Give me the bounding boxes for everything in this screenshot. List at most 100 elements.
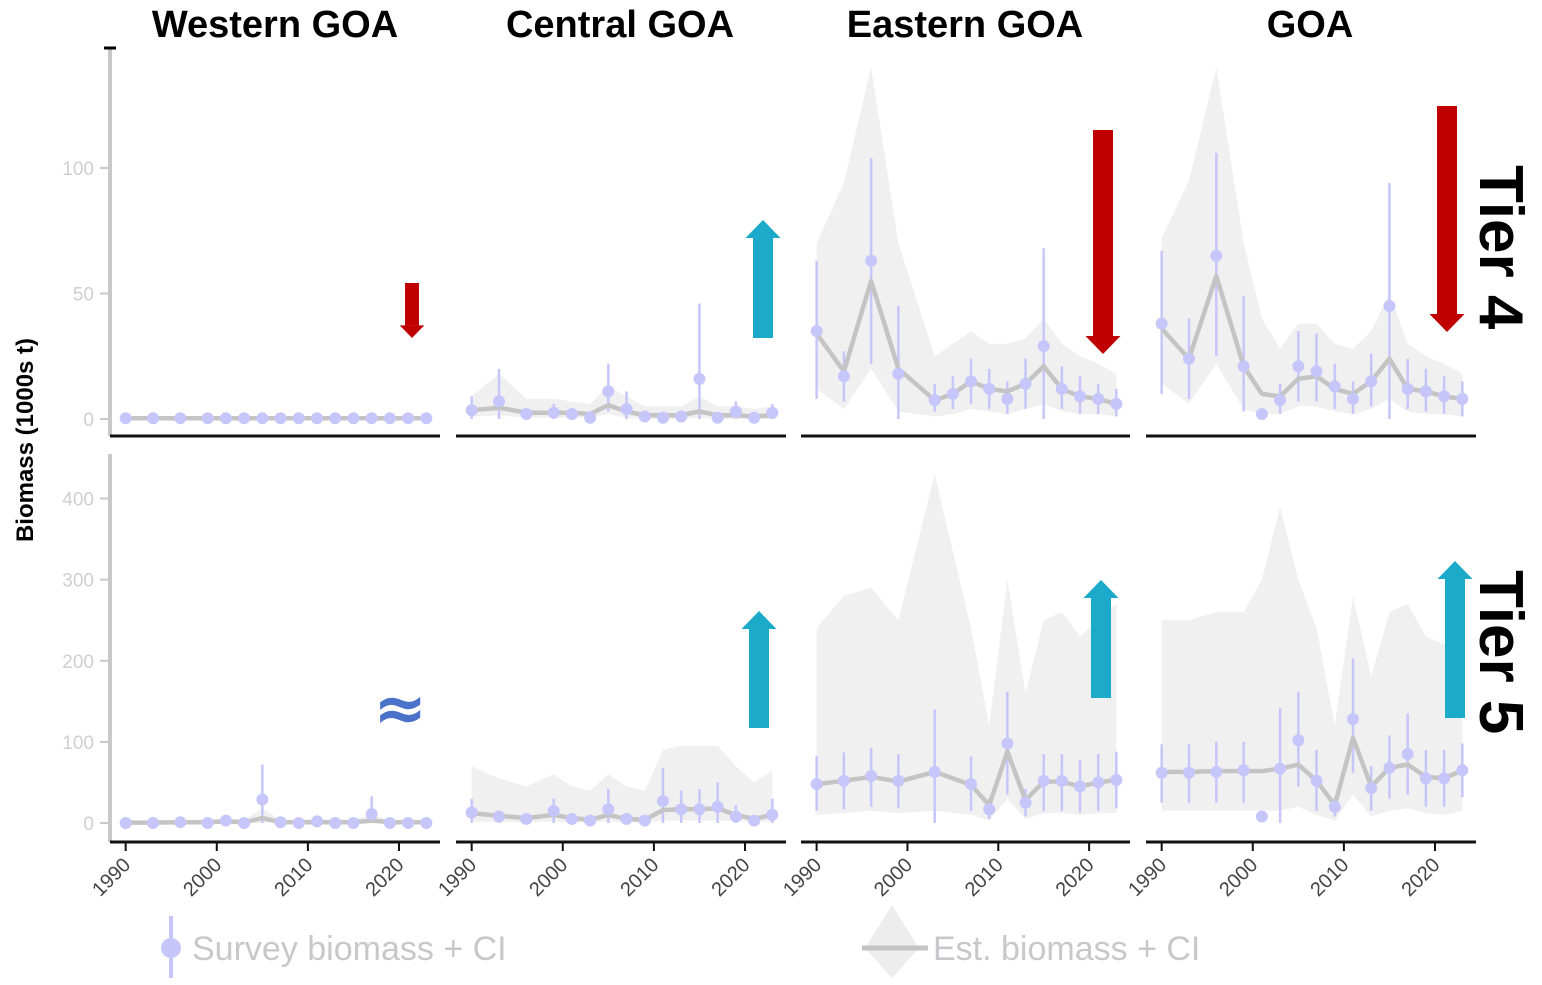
trend-arrow-up-tier5-central-goa-shaft — [749, 629, 769, 728]
x-tick-label-central-goa: 2020 — [708, 854, 755, 901]
survey-point-tier-4-eastern-goa — [810, 325, 823, 338]
survey-point-tier-5-eastern-goa — [965, 778, 978, 791]
survey-point-tier-4-eastern-goa — [1019, 377, 1032, 390]
survey-point-tier-4-eastern-goa — [1001, 392, 1014, 405]
survey-point-tier-5-central-goa — [748, 814, 761, 827]
survey-point-tier-5-goa — [1292, 734, 1305, 747]
survey-point-tier-4-western-goa — [365, 412, 378, 425]
trend-arrow-up-tier5-eastern-goa-shaft — [1091, 598, 1111, 698]
survey-point-tier-4-eastern-goa — [965, 375, 978, 388]
survey-point-tier-5-central-goa — [711, 800, 724, 813]
survey-point-tier-5-eastern-goa — [892, 774, 905, 787]
survey-point-tier-4-eastern-goa — [892, 367, 905, 380]
survey-point-tier-5-goa — [1401, 748, 1414, 761]
trend-arrow-up-tier4-central-goa-head — [745, 220, 781, 238]
survey-point-tier-4-western-goa — [402, 412, 415, 425]
survey-point-tier-5-central-goa — [729, 810, 742, 823]
est-line-tier-5-goa — [1161, 735, 1464, 808]
survey-point-tier-4-eastern-goa — [946, 387, 959, 400]
survey-point-tier-5-eastern-goa — [928, 765, 941, 778]
legend-survey-label: Survey biomass + CI — [192, 930, 507, 968]
survey-point-tier-5-western-goa — [274, 816, 287, 829]
column-title-western-goa: Western GOA — [151, 4, 399, 46]
legend-survey-point-key — [161, 938, 181, 958]
survey-point-tier-4-central-goa — [657, 411, 669, 424]
row-label-tier-4: Tier 4 — [1466, 165, 1535, 330]
survey-point-tier-4-eastern-goa — [1092, 392, 1105, 405]
survey-point-tier-4-goa — [1292, 360, 1305, 373]
survey-point-tier-5-western-goa — [365, 808, 378, 821]
survey-point-tier-4-western-goa — [147, 412, 159, 425]
survey-point-tier-5-goa — [1347, 713, 1359, 726]
survey-point-tier-5-central-goa — [547, 804, 560, 817]
survey-point-tier-5-eastern-goa — [1074, 780, 1087, 793]
survey-point-tier-4-goa — [1456, 392, 1469, 405]
survey-point-tier-4-western-goa — [420, 412, 433, 425]
survey-point-tier-5-western-goa — [420, 817, 433, 829]
survey-point-tier-5-central-goa — [638, 814, 651, 827]
survey-point-tier-4-western-goa — [256, 412, 269, 425]
survey-point-tier-4-goa — [1310, 365, 1323, 378]
survey-point-tier-4-eastern-goa — [837, 370, 850, 383]
survey-point-tier-4-goa — [1383, 300, 1396, 312]
survey-point-tier-4-goa — [1155, 317, 1168, 330]
survey-point-tier-5-western-goa — [201, 817, 214, 829]
survey-point-tier-5-central-goa — [465, 806, 478, 819]
survey-point-tier-4-eastern-goa — [1110, 397, 1123, 410]
survey-point-tier-5-goa — [1438, 772, 1451, 785]
survey-point-tier-5-goa — [1383, 761, 1396, 774]
survey-point-tier-4-western-goa — [383, 412, 396, 425]
survey-point-tier-5-western-goa — [147, 817, 159, 829]
survey-point-tier-5-eastern-goa — [983, 803, 996, 816]
x-tick-label-eastern-goa: 2010 — [961, 854, 1008, 901]
x-tick-label-goa: 2000 — [1215, 854, 1262, 901]
survey-point-tier-4-goa — [1274, 394, 1287, 407]
survey-point-tier-5-goa — [1328, 800, 1341, 813]
survey-point-tier-5-eastern-goa — [1037, 774, 1050, 787]
survey-point-tier-4-central-goa — [547, 406, 560, 419]
survey-point-tier-4-central-goa — [602, 385, 615, 398]
survey-point-tier-5-western-goa — [219, 814, 232, 827]
survey-point-tier-5-western-goa — [402, 817, 415, 829]
survey-point-tier-4-goa — [1438, 390, 1451, 403]
survey-point-tier-5-central-goa — [584, 814, 597, 827]
survey-point-tier-4-central-goa — [620, 402, 633, 415]
y-tick-label-tier-4: 0 — [83, 410, 94, 431]
x-tick-label-goa: 2020 — [1398, 854, 1445, 901]
survey-point-tier-5-western-goa — [311, 815, 323, 828]
survey-point-tier-4-central-goa — [493, 395, 505, 408]
survey-point-tier-5-eastern-goa — [1110, 774, 1123, 787]
y-tick-label-tier-5: 200 — [62, 652, 94, 673]
survey-point-tier-5-eastern-goa — [865, 769, 878, 782]
survey-point-tier-5-goa — [1456, 764, 1469, 777]
est-line-tier-5-central-goa — [471, 806, 773, 823]
survey-point-tier-5-goa — [1310, 774, 1323, 787]
survey-point-tier-4-goa — [1401, 382, 1414, 395]
column-title-central-goa: Central GOA — [505, 4, 735, 46]
survey-point-tier-5-western-goa — [292, 817, 305, 829]
survey-point-tier-4-eastern-goa — [928, 394, 941, 407]
survey-point-tier-4-goa — [1255, 407, 1268, 420]
survey-point-tier-5-eastern-goa — [810, 778, 823, 791]
est-ci-ribbon-tier-5-central-goa — [471, 745, 773, 823]
est-line-tier-4-goa — [1160, 273, 1463, 402]
survey-point-tier-5-goa — [1365, 782, 1378, 795]
survey-point-tier-5-western-goa — [238, 817, 251, 829]
x-tick-label-goa: 2010 — [1306, 854, 1353, 901]
x-tick-label-central-goa: 2010 — [616, 854, 663, 901]
survey-point-tier-4-western-goa — [119, 412, 132, 425]
est-line-tier-4-central-goa — [471, 402, 773, 419]
survey-point-tier-4-goa — [1237, 360, 1250, 373]
y-axis-title: Biomass (1000s t) — [12, 337, 39, 543]
x-tick-label-western-goa: 2020 — [362, 854, 409, 901]
survey-point-tier-5-central-goa — [693, 803, 706, 816]
survey-point-tier-4-western-goa — [219, 412, 232, 425]
survey-point-tier-4-western-goa — [238, 412, 251, 425]
survey-point-tier-5-central-goa — [493, 810, 505, 823]
survey-point-tier-5-goa — [1210, 765, 1223, 778]
survey-point-tier-4-eastern-goa — [1037, 340, 1050, 353]
trend-arrow-up-tier5-eastern-goa-head — [1083, 580, 1119, 598]
x-tick-label-eastern-goa: 2000 — [870, 854, 917, 901]
survey-point-tier-4-central-goa — [565, 407, 578, 420]
